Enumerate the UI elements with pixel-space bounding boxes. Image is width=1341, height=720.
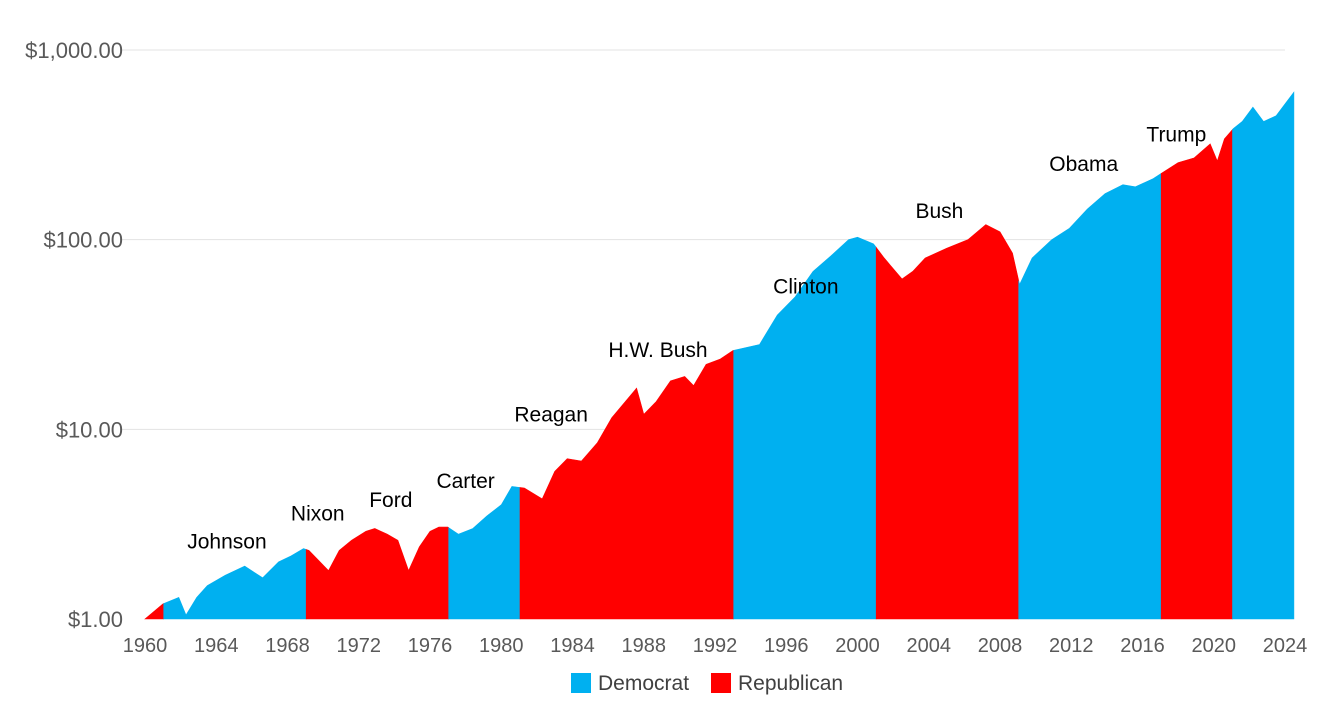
area-segment-republican bbox=[305, 526, 449, 620]
x-tick-label: 1964 bbox=[194, 635, 239, 657]
legend-swatch-democrat bbox=[571, 673, 591, 693]
area-segment-democrat bbox=[1232, 91, 1295, 620]
president-label: Reagan bbox=[514, 403, 588, 426]
president-label: Clinton bbox=[773, 276, 838, 299]
x-tick-label: 2020 bbox=[1192, 635, 1237, 657]
president-label: Carter bbox=[436, 470, 494, 493]
area-segment-republican bbox=[144, 603, 164, 620]
x-tick-label: 2008 bbox=[978, 635, 1023, 657]
legend-label: Republican bbox=[738, 672, 843, 695]
x-tick-label: 2016 bbox=[1120, 635, 1165, 657]
president-label: Nixon bbox=[291, 503, 345, 526]
president-labels: Johnson Nixon Ford Carter Reagan H.W. Bush Cli… bbox=[187, 123, 1206, 553]
x-tick-label: 2004 bbox=[907, 635, 952, 657]
x-tick-label: 2000 bbox=[835, 635, 880, 657]
area-segment-democrat bbox=[163, 548, 307, 620]
area-segment-republican bbox=[1160, 128, 1233, 620]
y-tick-label: $1.00 bbox=[68, 607, 123, 632]
president-label: Trump bbox=[1146, 123, 1206, 146]
president-label: Obama bbox=[1049, 153, 1118, 176]
president-label: Bush bbox=[916, 200, 964, 223]
legend-swatch-republican bbox=[711, 673, 731, 693]
x-tick-label: 1980 bbox=[479, 635, 524, 657]
x-tick-label: 1996 bbox=[764, 635, 809, 657]
x-tick-label: 1968 bbox=[265, 635, 310, 657]
y-tick-label: $100.00 bbox=[43, 228, 123, 253]
y-axis-ticks: $1.00 $10.00 $100.00 $1,000.00 bbox=[25, 38, 123, 632]
x-axis-ticks: 1960 1964 1968 1972 1976 1980 1984 1988 1992 1996… bbox=[123, 635, 1308, 657]
x-tick-label: 1992 bbox=[693, 635, 738, 657]
x-tick-label: 1976 bbox=[408, 635, 453, 657]
area-segment-republican bbox=[519, 350, 734, 620]
x-tick-label: 1972 bbox=[337, 635, 382, 657]
area-segment-democrat bbox=[1018, 172, 1162, 620]
x-tick-label: 2024 bbox=[1263, 635, 1308, 657]
president-label: Johnson bbox=[187, 531, 266, 554]
y-tick-label: $1,000.00 bbox=[25, 38, 123, 63]
legend: Democrat Republican bbox=[571, 672, 843, 695]
president-label: Ford bbox=[369, 489, 412, 512]
area-segment-democrat bbox=[448, 486, 521, 620]
president-label: H.W. Bush bbox=[608, 339, 707, 362]
area-segment-republican bbox=[875, 224, 1019, 620]
y-tick-label: $10.00 bbox=[56, 417, 123, 442]
x-tick-label: 2012 bbox=[1049, 635, 1094, 657]
x-tick-label: 1984 bbox=[550, 635, 595, 657]
legend-label: Democrat bbox=[598, 672, 689, 695]
x-tick-label: 1960 bbox=[123, 635, 168, 657]
x-tick-label: 1988 bbox=[622, 635, 667, 657]
area-series bbox=[144, 91, 1295, 620]
